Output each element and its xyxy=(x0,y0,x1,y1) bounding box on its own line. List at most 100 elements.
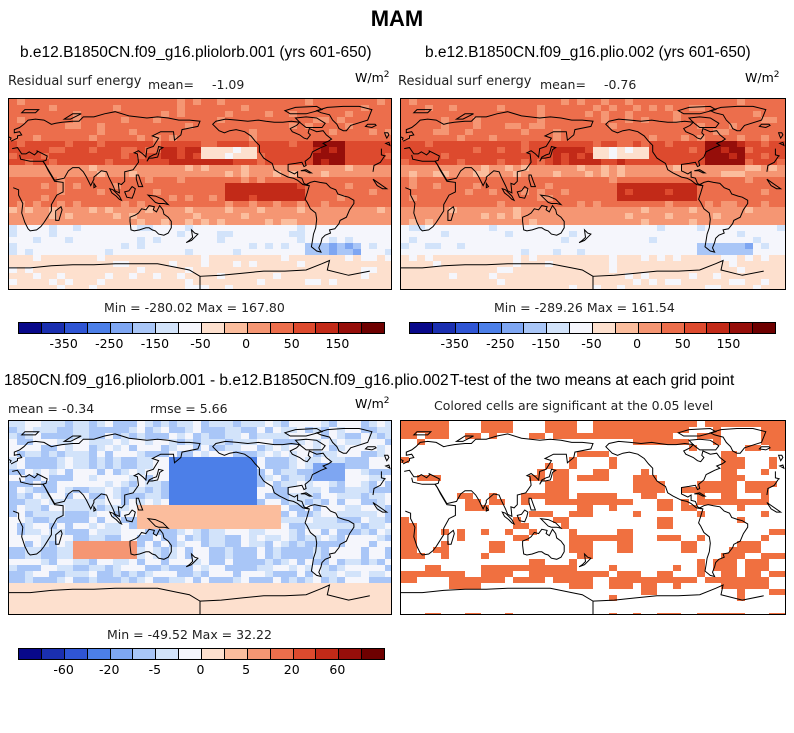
colorbar-swatch xyxy=(202,323,225,333)
coastline-iceland xyxy=(758,123,771,129)
coastline-australia xyxy=(522,204,565,236)
colorbar-swatch xyxy=(316,649,340,659)
panel4-map xyxy=(400,420,786,615)
colorbar-swatch xyxy=(156,649,180,659)
coastline-svalbard xyxy=(412,431,433,436)
colorbar-swatch xyxy=(661,323,685,333)
panel4-title: T-test of the two means at each grid poi… xyxy=(450,372,735,389)
colorbar-swatch xyxy=(202,649,225,659)
panel3-title: 1850CN.f09_g16.pliolorb.001 - b.e12.B185… xyxy=(4,372,449,389)
coastline-novaya xyxy=(62,435,82,442)
coastline-borneo xyxy=(516,185,529,199)
colorbar-swatch xyxy=(41,649,65,659)
coastline-iceland xyxy=(364,446,377,451)
colorbar-tick-label: -350 xyxy=(440,336,469,351)
colorbar-swatch xyxy=(593,323,616,333)
panel1-colorbar xyxy=(18,322,385,334)
figure-title: MAM xyxy=(370,6,424,31)
climatology-map-svg xyxy=(9,99,391,289)
colorbar-swatch xyxy=(753,323,775,333)
coastline-borneo xyxy=(124,509,136,523)
coastline-ellesmere xyxy=(677,427,717,437)
colorbar-tick-label: -20 xyxy=(99,662,120,677)
coastline-madagascar xyxy=(55,205,63,221)
panel3-map xyxy=(8,420,392,615)
colorbar-tick-label: 0 xyxy=(196,662,205,677)
colorbar-swatch xyxy=(293,323,317,333)
colorbar-swatch xyxy=(547,323,571,333)
panel2-mean-value: -0.76 xyxy=(604,77,637,92)
panel1-map xyxy=(8,98,392,290)
coastline-cuba xyxy=(694,169,707,174)
colorbar-tick-label: 150 xyxy=(325,336,350,351)
coastline-uk xyxy=(9,132,390,141)
coastline-ellesmere xyxy=(283,427,324,437)
colorbar-swatch xyxy=(87,323,111,333)
coastline-newzealand xyxy=(185,228,199,244)
panel1-minmax: Min = -280.02 Max = 167.80 xyxy=(104,300,285,315)
colorbar-swatch xyxy=(339,649,363,659)
coastline-cuba xyxy=(300,492,314,497)
coastline-japan xyxy=(146,468,165,485)
coastline-srilanka xyxy=(485,505,490,512)
coastline-south_america xyxy=(304,180,355,253)
panel2-minmax: Min = -289.26 Max = 161.54 xyxy=(494,300,675,315)
coastline-newzealand xyxy=(578,228,592,244)
colorbar-swatch xyxy=(133,323,157,333)
colorbar-swatch xyxy=(524,323,548,333)
panel2-mean-label: mean= xyxy=(540,77,586,92)
colorbar-swatch xyxy=(316,323,340,333)
colorbar-swatch xyxy=(247,649,271,659)
coastline-europe_asia xyxy=(402,433,785,518)
colorbar-swatch xyxy=(179,649,202,659)
coastline-newzealand xyxy=(578,552,592,568)
panel1-variable: Residual surf energy xyxy=(8,74,142,89)
colorbar-tick-label: 0 xyxy=(242,336,251,351)
climatology-map-svg xyxy=(401,99,785,289)
coastline-baffin xyxy=(687,438,720,451)
colorbar-swatch xyxy=(339,323,363,333)
colorbar-swatch xyxy=(501,323,525,333)
coastline-svalbard xyxy=(20,431,40,436)
coastline-newguinea xyxy=(146,517,170,530)
panel3-units: W/m2 xyxy=(355,396,390,412)
colorbar-tick-label: 20 xyxy=(283,662,300,677)
colorbar-tick-label: -250 xyxy=(95,336,124,351)
colorbar-swatch xyxy=(224,323,248,333)
panel3-minmax: Min = -49.52 Max = 32.22 xyxy=(107,627,272,642)
panel1-mean-value: -1.09 xyxy=(212,77,245,92)
field-cells xyxy=(401,421,785,614)
colorbar-swatch xyxy=(478,323,502,333)
coastline-cuba xyxy=(300,169,314,174)
coastline-south_america xyxy=(698,504,749,578)
coastline-antarctica xyxy=(401,584,764,614)
coastline-ellesmere xyxy=(283,105,324,115)
difference-map-svg xyxy=(9,421,391,614)
colorbar-tick-label: -50 xyxy=(581,336,602,351)
colorbar-swatch xyxy=(110,323,134,333)
colorbar-swatch xyxy=(19,323,42,333)
panel1-units: W/m2 xyxy=(355,70,390,86)
colorbar-tick-label: 50 xyxy=(674,336,691,351)
colorbar-swatch xyxy=(110,649,134,659)
coastline-svalbard xyxy=(412,109,433,114)
coastline-baffin xyxy=(294,116,326,128)
coastline-greenland xyxy=(315,105,373,132)
panel2-colorbar xyxy=(409,322,776,334)
panel3-rmse: rmse = 5.66 xyxy=(150,401,228,416)
colorbar-swatch xyxy=(707,323,731,333)
coastline-srilanka xyxy=(485,181,490,189)
coastline-iceland xyxy=(758,446,771,451)
coastline-north_america xyxy=(605,440,727,510)
coastline-uk xyxy=(9,454,390,464)
field-cells xyxy=(9,421,391,614)
colorbar-swatch xyxy=(270,323,294,333)
coastline-newguinea xyxy=(539,194,563,206)
coastline-srilanka xyxy=(93,505,97,512)
coastline-uk xyxy=(401,454,784,464)
coastline-borneo xyxy=(516,509,529,523)
coastline-antarctica xyxy=(9,584,370,614)
colorbar-tick-label: 0 xyxy=(633,336,642,351)
coastline-philippines xyxy=(135,497,144,511)
coastline-newguinea xyxy=(539,517,563,530)
